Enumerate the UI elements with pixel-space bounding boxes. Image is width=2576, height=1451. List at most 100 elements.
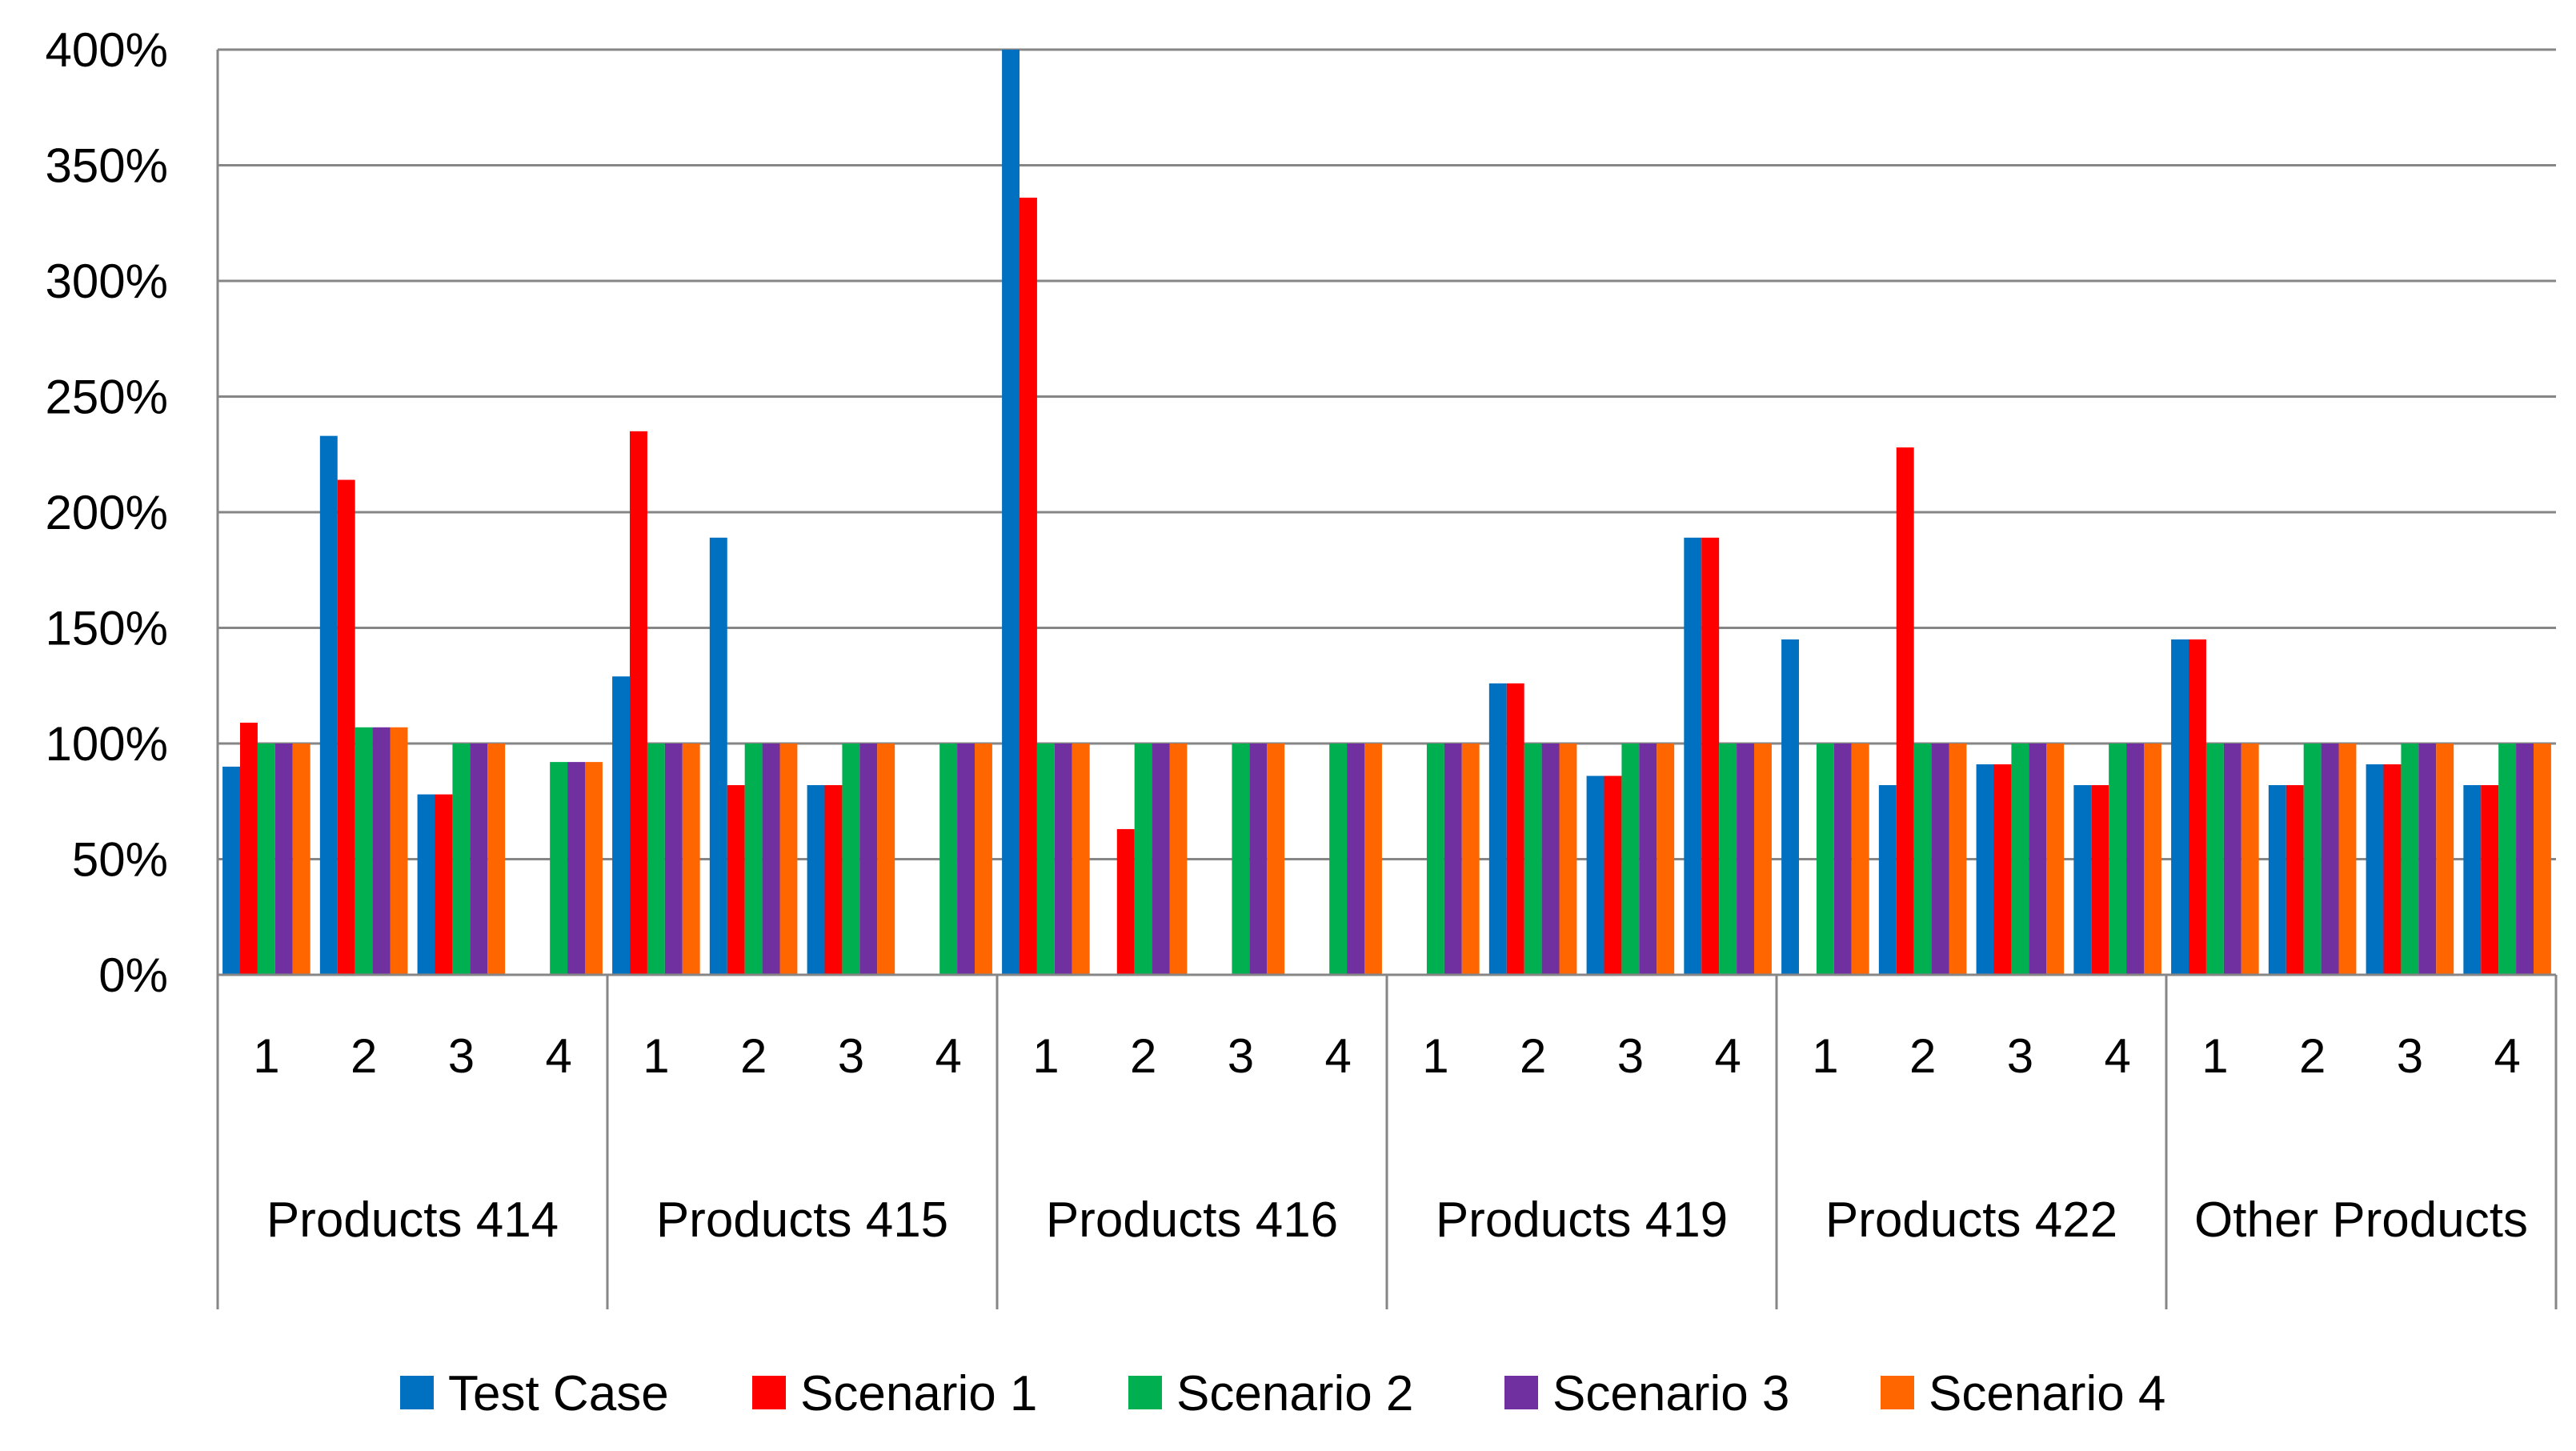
bar-scenario-4 [390, 727, 408, 975]
bar-scenario-4 [1267, 744, 1285, 975]
bar-test-case [222, 766, 241, 975]
bar-scenario-1 [240, 722, 258, 975]
legend-label: Test Case [448, 1366, 669, 1421]
bar-scenario-1 [1701, 537, 1720, 975]
bar-scenario-3 [1152, 744, 1170, 975]
x-group-label: Products 414 [266, 1192, 559, 1248]
y-tick-label: 150% [46, 602, 168, 655]
bar-scenario-1 [2286, 785, 2304, 975]
bar-scenario-2 [257, 744, 275, 975]
bar-test-case [1878, 785, 1897, 975]
bar-scenario-3 [1541, 744, 1560, 975]
x-sub-category-label: 3 [2397, 1029, 2423, 1083]
bar-scenario-2 [2011, 744, 2029, 975]
bar-test-case [417, 794, 435, 975]
bar-scenario-1 [630, 431, 647, 975]
bar-scenario-2 [1134, 744, 1152, 975]
bar-scenario-3 [567, 762, 585, 975]
bar-scenario-3 [470, 744, 488, 975]
x-sub-category-label: 4 [545, 1029, 571, 1083]
x-group-label: Products 416 [1046, 1192, 1338, 1248]
x-sub-category-label: 2 [740, 1029, 767, 1083]
legend-label: Scenario 1 [800, 1366, 1037, 1421]
bar-scenario-1 [1896, 447, 1914, 975]
y-tick-label: 250% [46, 371, 168, 424]
y-tick-label: 350% [46, 139, 168, 193]
bar-scenario-3 [1639, 744, 1657, 975]
bar-scenario-2 [2401, 744, 2419, 975]
legend-swatch [1504, 1376, 1538, 1409]
bar-test-case [2073, 785, 2092, 975]
bar-scenario-2 [1719, 744, 1737, 975]
bar-scenario-4 [292, 744, 310, 975]
y-tick-label: 200% [46, 486, 168, 539]
bar-scenario-4 [1949, 744, 1967, 975]
x-sub-category-label: 3 [2007, 1029, 2033, 1083]
x-group-label: Products 419 [1436, 1192, 1728, 1248]
y-tick-label: 400% [46, 23, 168, 77]
bar-scenario-3 [1833, 744, 1852, 975]
bar-scenario-1 [435, 794, 453, 975]
axes [216, 50, 2558, 1309]
legend: Test Case Scenario 1 Scenario 2 Scenario 3 S… [400, 1366, 2165, 1421]
bar-scenario-4 [584, 762, 603, 975]
bar-test-case [2366, 764, 2384, 975]
bar-test-case [1976, 764, 1994, 975]
bar-scenario-3 [762, 744, 780, 975]
bar-scenario-4 [682, 744, 700, 975]
x-sub-category-label: 2 [2299, 1029, 2326, 1083]
bar-scenario-4 [1072, 744, 1090, 975]
bar-scenario-1 [2091, 785, 2109, 975]
bar-scenario-1 [824, 785, 843, 975]
bar-scenario-4 [974, 744, 992, 975]
bar-scenario-1 [2383, 764, 2402, 975]
y-tick-label: 0% [98, 948, 168, 1002]
x-sub-category-label: 2 [1520, 1029, 1546, 1083]
bar-scenario-3 [664, 744, 683, 975]
bar-scenario-2 [550, 762, 568, 975]
bar-scenario-4 [2436, 744, 2454, 975]
legend-swatch [400, 1376, 434, 1409]
bar-scenario-2 [647, 744, 665, 975]
bar-scenario-2 [2498, 744, 2517, 975]
bar-test-case [2268, 785, 2286, 975]
x-sub-category-label: 1 [253, 1029, 279, 1083]
bar-scenario-1 [727, 785, 745, 975]
bar-scenario-3 [2321, 744, 2339, 975]
bar-scenario-4 [1364, 744, 1382, 975]
bar-test-case [1684, 537, 1702, 975]
x-sub-category-label: 2 [1909, 1029, 1936, 1083]
bar-scenario-2 [1426, 744, 1444, 975]
bar-scenario-1 [1604, 776, 1622, 975]
y-tick-label: 300% [46, 255, 168, 308]
x-sub-category-label: 2 [1130, 1029, 1156, 1083]
bar-scenario-1 [1506, 683, 1524, 975]
bar-scenario-2 [1524, 744, 1542, 975]
bar-scenario-2 [355, 727, 373, 975]
bar-scenario-2 [2109, 744, 2127, 975]
bar-test-case [2171, 639, 2189, 975]
legend-swatch [1881, 1376, 1914, 1409]
bar-scenario-4 [2338, 744, 2357, 975]
x-sub-category-label: 1 [1812, 1029, 1838, 1083]
bar-scenario-3 [1737, 744, 1754, 975]
bar-test-case [1002, 50, 1020, 975]
bar-scenario-1 [337, 479, 355, 975]
legend-label: Scenario 2 [1176, 1366, 1413, 1421]
bar-scenario-3 [372, 727, 391, 975]
x-sub-category-label: 1 [2201, 1029, 2228, 1083]
bar-scenario-4 [2533, 744, 2551, 975]
bar-scenario-2 [1913, 744, 1932, 975]
y-tick-label: 50% [72, 833, 168, 887]
bar-scenario-4 [1461, 744, 1480, 975]
bar-scenario-3 [957, 744, 975, 975]
bar-scenario-4 [2046, 744, 2065, 975]
x-sub-category-label: 3 [1617, 1029, 1644, 1083]
bar-scenario-3 [2516, 744, 2534, 975]
bar-scenario-3 [859, 744, 878, 975]
x-sub-category-label: 4 [1714, 1029, 1741, 1083]
bar-scenario-3 [2223, 744, 2241, 975]
bar-test-case [2463, 785, 2482, 975]
bar-scenario-2 [452, 744, 471, 975]
